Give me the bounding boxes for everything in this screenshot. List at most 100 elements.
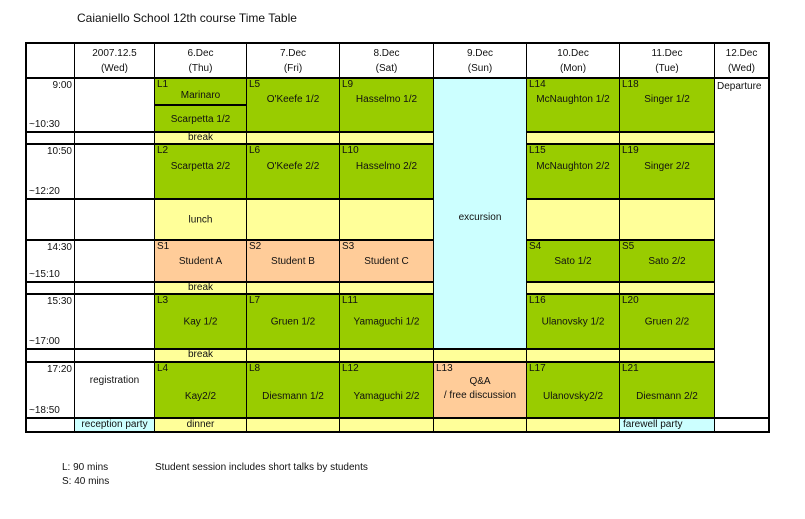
dinner-cell [527,419,619,431]
session-code: L13 [436,363,453,374]
time-slot: 14:30 ~15:10 [27,241,74,281]
session-name: Diesmann 1/2 [262,391,324,402]
session-code: L12 [342,363,359,374]
session-L12: L12 Yamaguchi 2/2 [340,363,433,417]
header-day: 8.Dec (Sat) [340,44,433,77]
session-code: L6 [249,145,261,156]
session-name: Student B [271,256,315,267]
session-L19: L19 Singer 2/2 [620,145,714,198]
time-start: 15:30 [46,296,72,307]
header-day: 2007.12.5 (Wed) [75,44,154,77]
session-code: S3 [342,241,355,252]
session-name: McNaughton 1/2 [536,94,610,105]
header-date: 6.Dec [187,48,214,59]
session-L14: L14 McNaughton 1/2 [527,79,619,131]
empty-cell [75,79,154,131]
break-cell [434,350,526,361]
session-code: L9 [342,79,354,90]
session-code: S4 [529,241,542,252]
break-cell [340,350,433,361]
departure-label: Departure [717,81,762,92]
dinner-cell [340,419,433,431]
header-date: 10.Dec [557,48,589,59]
header-corner [27,44,74,77]
session-L9: L9 Hasselmo 1/2 [340,79,433,131]
time-start: 14:30 [46,242,72,253]
break-cell [620,133,714,143]
break-cell [620,283,714,293]
session-S5: S5 Sato 2/2 [620,241,714,281]
session-name: Sato 1/2 [554,256,592,267]
time-start: 17:20 [46,364,72,375]
time-end: ~17:00 [29,336,60,347]
session-name: Scarpetta 2/2 [170,161,231,172]
empty-cell [75,241,154,281]
time-blank [27,283,74,293]
break-cell [247,133,339,143]
farewell-party-cell: farewell party [620,419,714,431]
break-cell [527,283,619,293]
header-weekday: (Tue) [655,63,679,74]
time-slot: 17:20 ~18:50 [27,363,74,417]
reception-party-cell: reception party [75,419,154,431]
break-cell [620,350,714,361]
empty-cell [75,350,154,361]
time-end: ~18:50 [29,405,60,416]
session-code: L19 [622,145,639,156]
session-code: L11 [342,295,358,306]
session-S2: S2 Student B [247,241,339,281]
registration-label: registration [89,375,140,386]
break-cell [340,283,433,293]
session-L1: L1 Marinaro Scarpetta 1/2 [155,79,246,131]
session-name: Kay2/2 [184,391,217,402]
session-code: S1 [157,241,170,252]
session-name: Kay 1/2 [183,316,218,327]
header-weekday: (Wed) [100,63,129,74]
lunch-cell [620,200,714,239]
dinner-cell [434,419,526,431]
time-slot: 9:00 ~10:30 [27,79,74,131]
session-S4: S4 Sato 1/2 [527,241,619,281]
session-name: Yamaguchi 1/2 [353,316,420,327]
departure-cell: Departure [715,79,768,417]
break-cell [247,283,339,293]
lunch-cell [340,200,433,239]
legend-note: Student session includes short talks by … [155,462,368,473]
session-code: L3 [157,295,169,306]
empty-cell [75,133,154,143]
session-subtitle: / free discussion [443,390,517,401]
session-name: O'Keefe 2/2 [266,161,320,172]
session-code: L7 [249,295,261,306]
session-name: Student C [364,256,409,267]
session-name: Ulanovsky2/2 [542,391,604,402]
header-weekday: (Fri) [283,63,303,74]
session-name: Singer 2/2 [644,161,690,172]
time-end: ~15:10 [29,269,60,280]
header-day: 7.Dec (Fri) [247,44,339,77]
session-L17: L17 Ulanovsky2/2 [527,363,619,417]
header-weekday: (Wed) [727,63,756,74]
excursion-cell: excursion [434,79,526,348]
session-L13: L13 Q&A / free discussion [434,363,526,417]
timetable: 2007.12.5 (Wed) 6.Dec (Thu) 7.Dec (Fri) 8.D… [25,42,770,433]
session-part: Scarpetta 1/2 [155,106,246,131]
time-blank [27,419,74,431]
session-L4: L4 Kay2/2 [155,363,246,417]
session-code: L21 [622,363,639,374]
session-L2: L2 Scarpetta 2/2 [155,145,246,198]
session-code: L18 [622,79,639,90]
lunch-cell: lunch [155,200,246,239]
session-L16: L16 Ulanovsky 1/2 [527,295,619,348]
empty-cell [75,145,154,198]
session-code: L4 [157,363,169,374]
lunch-cell [247,200,339,239]
session-name: Student A [178,256,223,267]
session-name: Sato 2/2 [648,256,686,267]
session-code: L17 [529,363,546,374]
header-day: 12.Dec (Wed) [715,44,768,77]
session-L11: L11 Yamaguchi 1/2 [340,295,433,348]
session-code: L2 [157,145,169,156]
header-date: 2007.12.5 [92,48,137,59]
session-S3: S3 Student C [340,241,433,281]
break-label: break [187,133,213,143]
